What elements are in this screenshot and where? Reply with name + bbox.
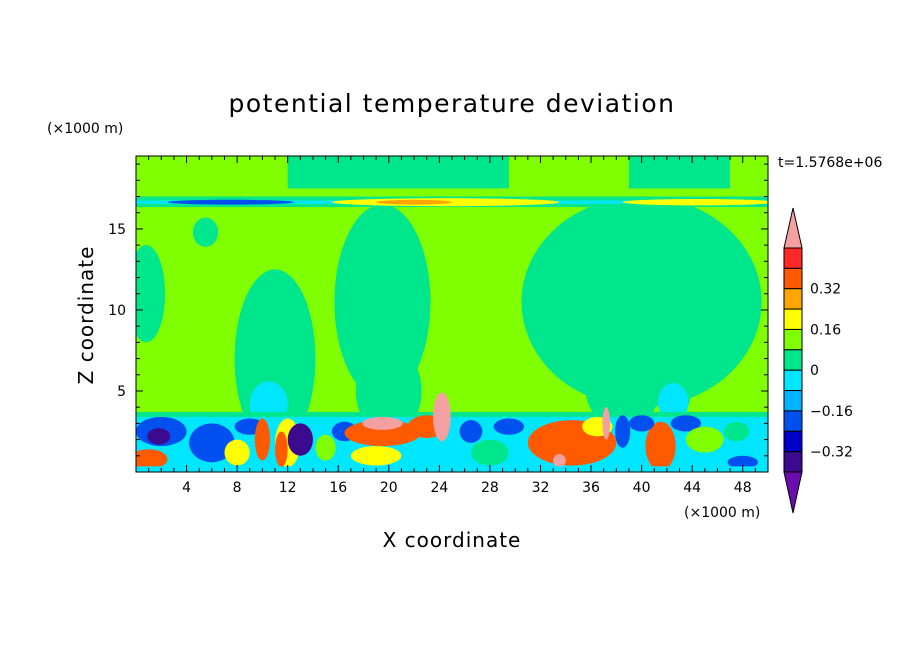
field-region-35 bbox=[350, 446, 402, 466]
x-tick-label: 44 bbox=[683, 480, 701, 496]
colorbar-band bbox=[783, 267, 803, 290]
field-region-22 bbox=[147, 428, 171, 445]
y-unit-label: (×1000 m) bbox=[47, 121, 123, 137]
field-region-46 bbox=[645, 421, 676, 471]
field-region-7 bbox=[521, 196, 762, 408]
x-tick-label: 36 bbox=[582, 480, 600, 496]
colorbar-tick-label: −0.16 bbox=[810, 404, 853, 420]
colorbar-bottom-arrow bbox=[783, 471, 803, 514]
field-region-51 bbox=[723, 421, 750, 442]
field-region-37 bbox=[433, 392, 451, 442]
y-axis-label: Z coordinate bbox=[74, 246, 98, 385]
field-region-4 bbox=[334, 204, 431, 400]
x-tick-label: 32 bbox=[532, 480, 550, 496]
colorbar-tick-label: −0.32 bbox=[810, 445, 853, 461]
x-tick-label: 12 bbox=[279, 480, 297, 496]
chart-title: potential temperature deviation bbox=[229, 89, 676, 118]
x-tick-label: 20 bbox=[380, 480, 398, 496]
field-region-19 bbox=[136, 412, 768, 419]
time-label: t=1.5768e+06 bbox=[778, 155, 882, 171]
colorbar: 0.32 0.16 0 −0.16 −0.32 bbox=[783, 207, 853, 514]
field-region-29 bbox=[275, 431, 288, 468]
field-region-8 bbox=[584, 334, 661, 432]
x-tick-label: 8 bbox=[233, 480, 242, 496]
field-region-49 bbox=[685, 426, 724, 453]
colorbar-tick-label: 0 bbox=[810, 363, 819, 379]
colorbar-band bbox=[783, 410, 803, 432]
field-region-25 bbox=[224, 439, 250, 466]
colorbar-tick-label: 0.16 bbox=[810, 322, 841, 338]
field-region-3 bbox=[192, 217, 219, 247]
field-region-23 bbox=[136, 449, 168, 469]
heatmap-field bbox=[136, 156, 768, 472]
x-tick-label: 48 bbox=[734, 480, 752, 496]
y-axis: 5 10 15 bbox=[108, 163, 768, 457]
colorbar-band bbox=[783, 349, 803, 371]
field-region-45 bbox=[615, 415, 631, 448]
x-axis-label: X coordinate bbox=[383, 528, 522, 552]
field-region-16 bbox=[622, 198, 768, 206]
field-region-33 bbox=[344, 420, 421, 447]
field-region-39 bbox=[470, 439, 509, 466]
field-region-44 bbox=[602, 407, 610, 440]
x-tick-label: 24 bbox=[430, 480, 448, 496]
field-region-31 bbox=[315, 434, 336, 461]
colorbar-band bbox=[783, 308, 803, 330]
field-region-42 bbox=[553, 454, 566, 468]
x-tick-label: 40 bbox=[633, 480, 651, 496]
field-region-48 bbox=[670, 415, 702, 432]
colorbar-band bbox=[783, 328, 803, 351]
y-tick-label: 5 bbox=[117, 384, 126, 400]
x-tick-label: 28 bbox=[481, 480, 499, 496]
colorbar-band bbox=[783, 451, 803, 473]
field-region-2 bbox=[628, 156, 731, 189]
field-region-38 bbox=[459, 420, 483, 443]
x-unit-label: (×1000 m) bbox=[684, 505, 760, 521]
x-axis: 4 8 12 16 20 24 28 32 36 40 44 48 bbox=[148, 156, 756, 496]
field-region-50 bbox=[727, 455, 758, 469]
field-region-47 bbox=[628, 415, 655, 432]
field-region-10 bbox=[136, 245, 166, 343]
y-tick-label: 10 bbox=[108, 303, 126, 319]
colorbar-tick-label: 0.32 bbox=[810, 282, 841, 298]
colorbar-band bbox=[783, 247, 803, 269]
colorbar-band bbox=[783, 369, 803, 392]
colorbar-band bbox=[783, 390, 803, 412]
field-region-30 bbox=[287, 423, 313, 456]
field-region-15 bbox=[376, 199, 452, 205]
field-region-34 bbox=[362, 416, 403, 430]
colorbar-band bbox=[783, 430, 803, 453]
y-tick-label: 15 bbox=[108, 222, 126, 238]
field-region-1 bbox=[287, 156, 509, 189]
colorbar-top-arrow bbox=[783, 207, 803, 249]
x-tick-label: 16 bbox=[329, 480, 347, 496]
field-region-13 bbox=[167, 199, 294, 205]
x-tick-label: 4 bbox=[182, 480, 191, 496]
colorbar-band bbox=[783, 288, 803, 310]
field-region-24 bbox=[189, 423, 235, 463]
field-region-40 bbox=[493, 418, 525, 435]
field-region-27 bbox=[254, 418, 270, 461]
